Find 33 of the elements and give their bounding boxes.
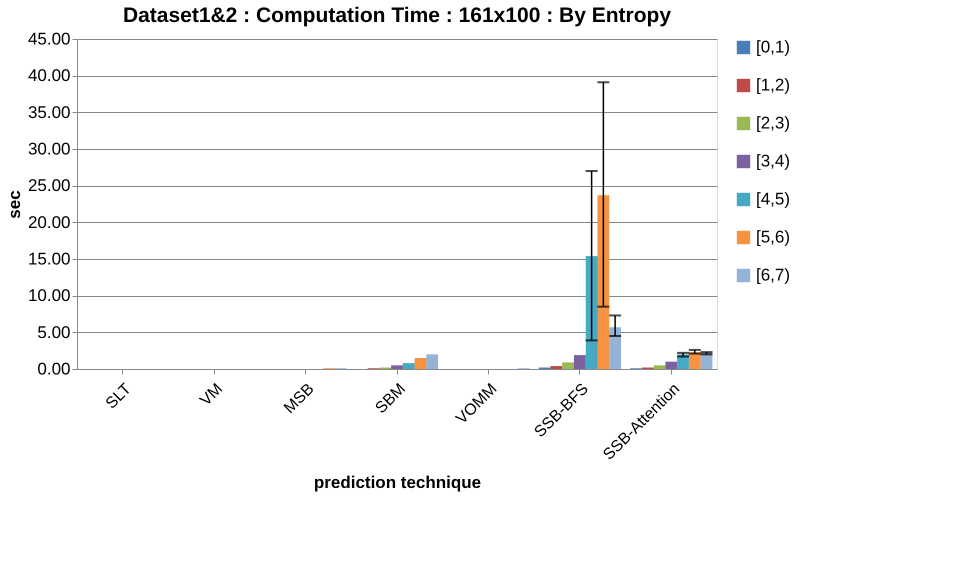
y-tick-label: 40.00 — [28, 66, 70, 86]
bar — [414, 358, 426, 369]
bar — [574, 355, 586, 369]
x-axis-title: prediction technique — [314, 472, 482, 492]
y-tick-label: 20.00 — [28, 212, 70, 232]
y-tick-label: 15.00 — [28, 250, 70, 268]
x-tick-label: VM — [197, 380, 226, 410]
bar — [586, 256, 598, 369]
y-tick-label: 45.00 — [28, 30, 70, 48]
legend-label: [6,7) — [756, 266, 790, 284]
y-tick-label: 30.00 — [28, 140, 70, 158]
legend-label: [3,4) — [756, 152, 790, 170]
bar — [550, 366, 562, 369]
y-tick-label: 10.00 — [28, 286, 70, 306]
legend-label: [4,5) — [756, 190, 790, 208]
legend-label: [5,6) — [756, 228, 790, 246]
bar — [562, 362, 574, 369]
bar — [609, 327, 621, 369]
legend-label: [2,3) — [756, 114, 790, 132]
bar — [665, 362, 678, 369]
y-axis-title: sec — [4, 190, 24, 219]
chart-title: Dataset1&2 : Computation Time : 161x100 : By Entropy — [122, 4, 672, 27]
bar — [426, 354, 438, 369]
legend-label: [1,2) — [756, 76, 790, 94]
y-tick-label: 0.00 — [37, 360, 70, 378]
y-tick-label: 35.00 — [28, 102, 70, 122]
bar — [654, 365, 666, 369]
x-tick-label: SLT — [102, 380, 135, 412]
legend-label: [0,1) — [756, 38, 790, 56]
bar — [402, 363, 415, 369]
bar — [391, 365, 403, 369]
y-tick-label: 25.00 — [28, 176, 70, 196]
y-tick-label: 5.00 — [37, 322, 70, 342]
